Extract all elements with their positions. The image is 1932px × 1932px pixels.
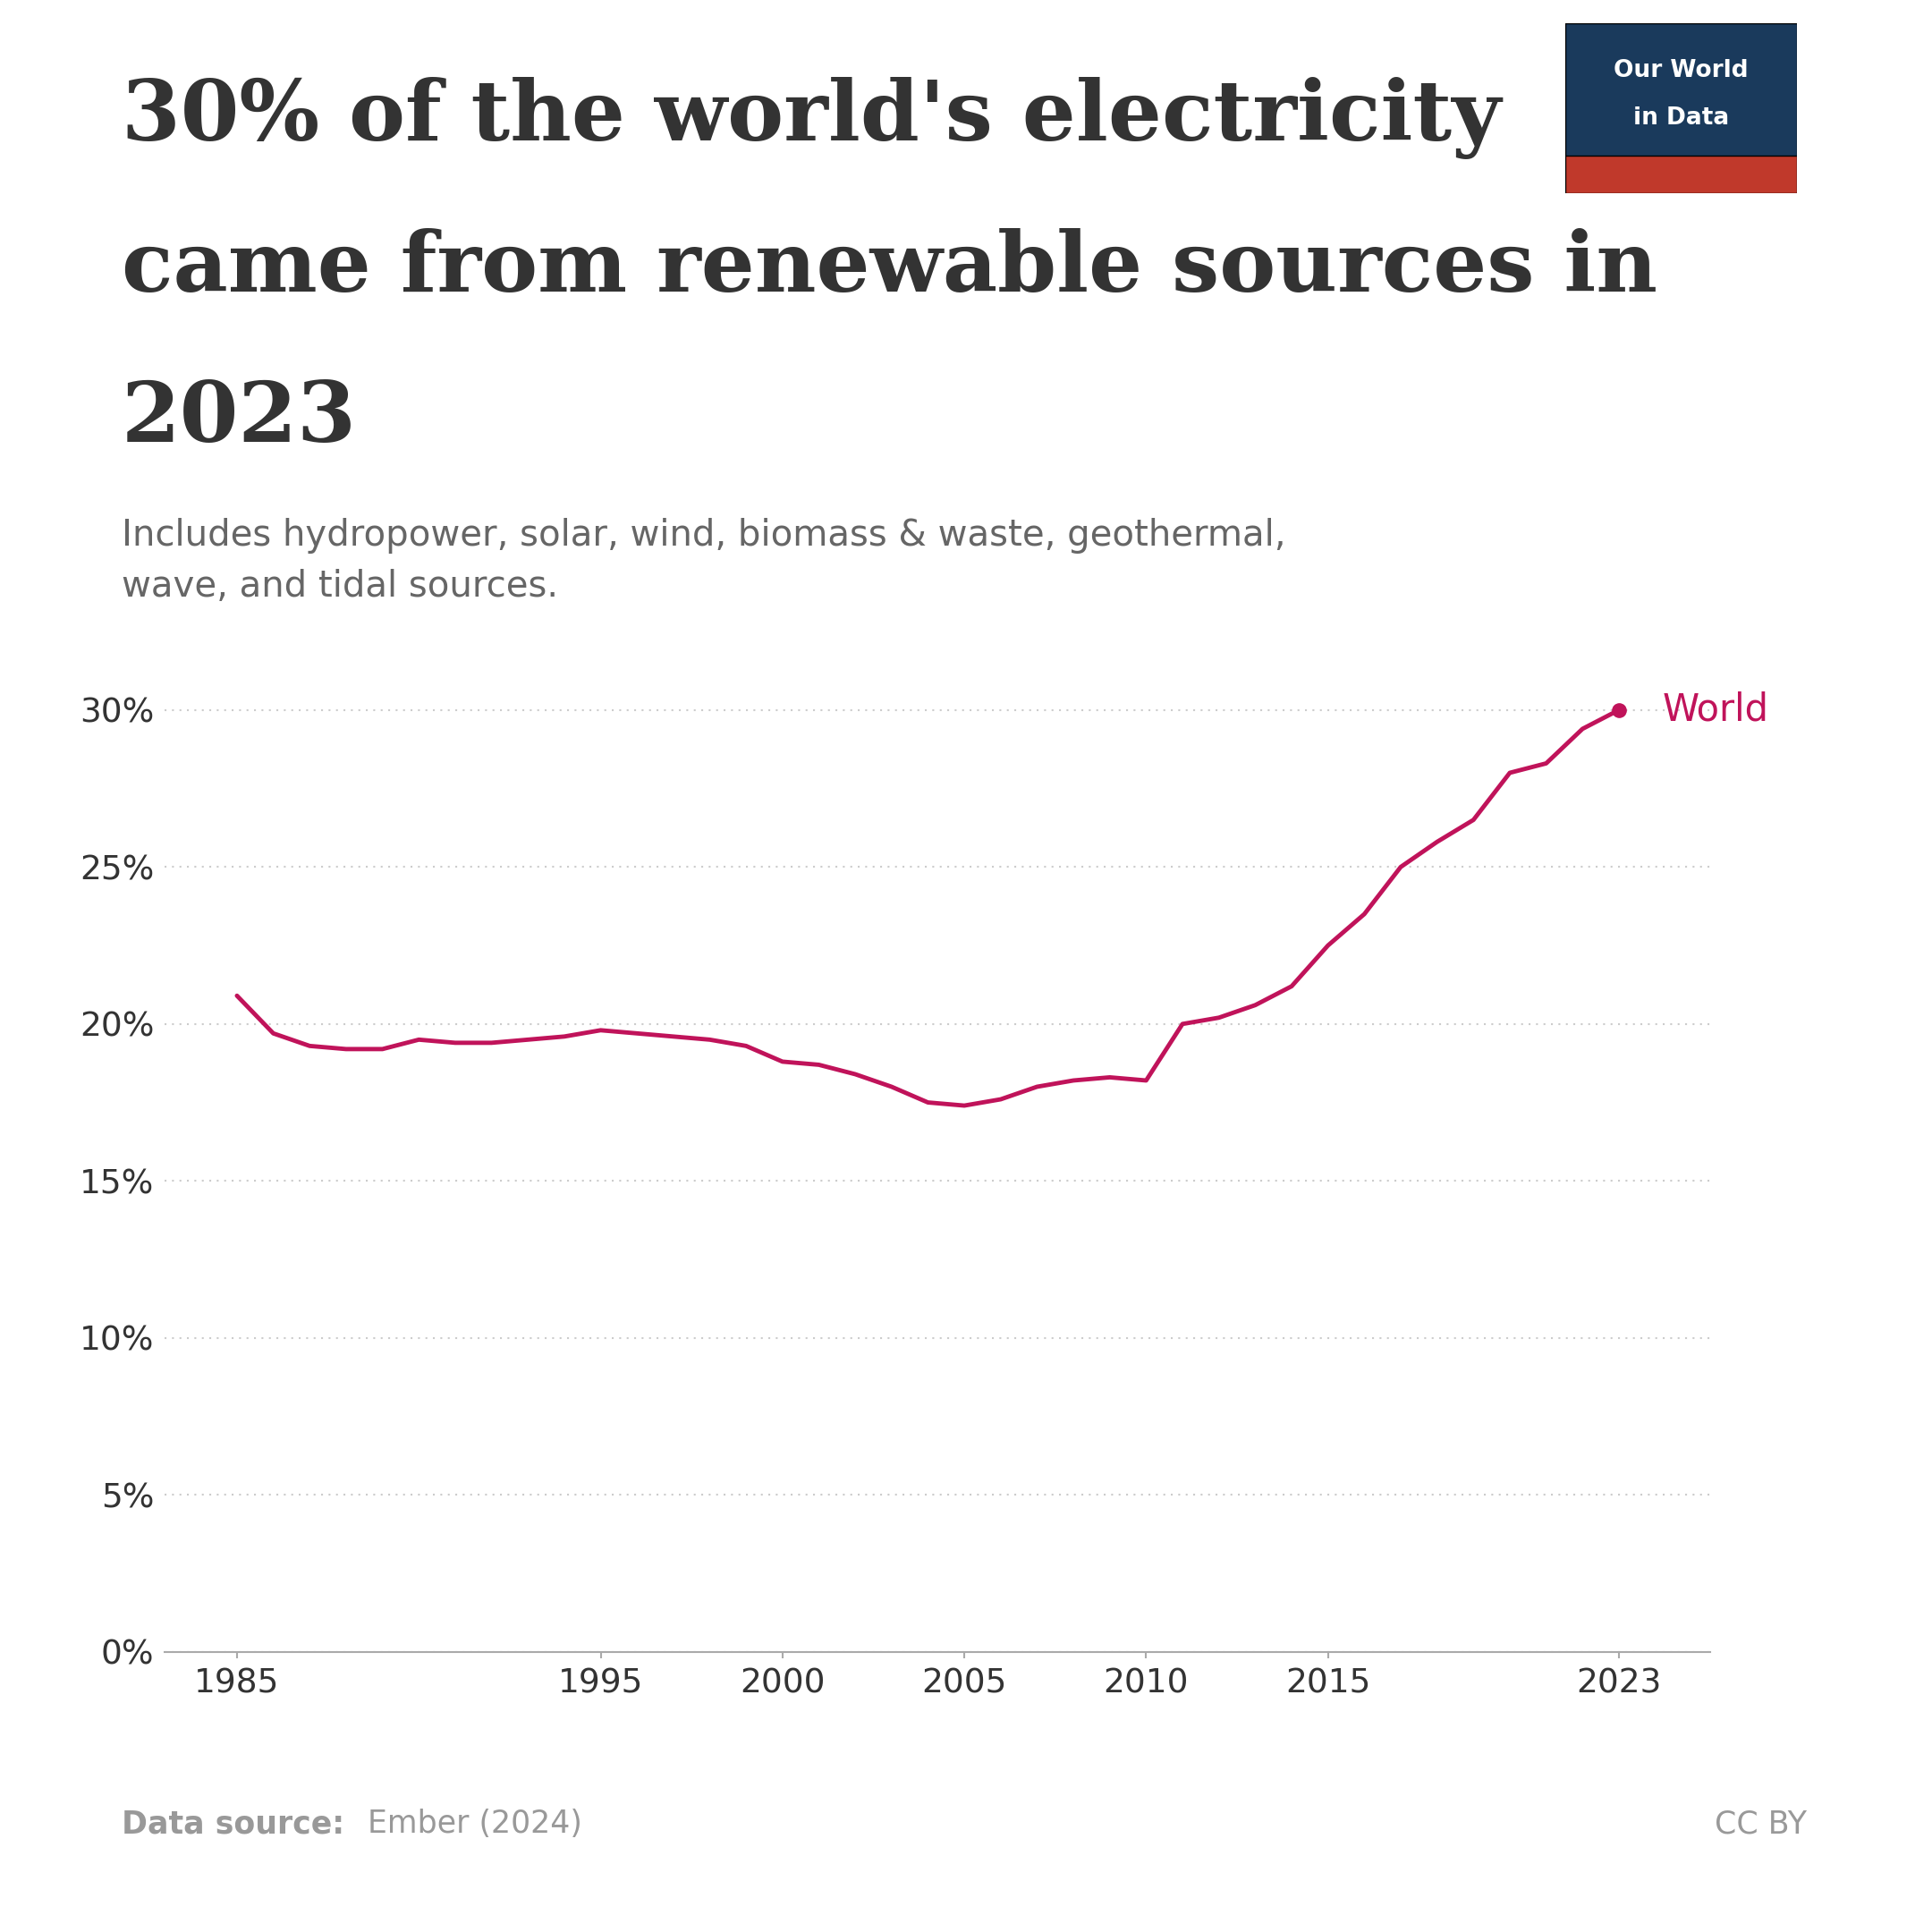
FancyBboxPatch shape (1565, 23, 1797, 193)
Text: CC BY: CC BY (1714, 1808, 1806, 1839)
Text: came from renewable sources in: came from renewable sources in (122, 228, 1658, 309)
Text: Ember (2024): Ember (2024) (357, 1808, 582, 1839)
Text: in Data: in Data (1633, 106, 1729, 129)
Text: Includes hydropower, solar, wind, biomass & waste, geothermal,
wave, and tidal s: Includes hydropower, solar, wind, biomas… (122, 518, 1287, 605)
Text: World: World (1663, 692, 1770, 728)
Text: Our World: Our World (1613, 60, 1748, 83)
Text: 30% of the world's electricity: 30% of the world's electricity (122, 77, 1501, 160)
Text: 2023: 2023 (122, 379, 357, 460)
Text: Data source:: Data source: (122, 1808, 344, 1839)
FancyBboxPatch shape (1565, 156, 1797, 193)
